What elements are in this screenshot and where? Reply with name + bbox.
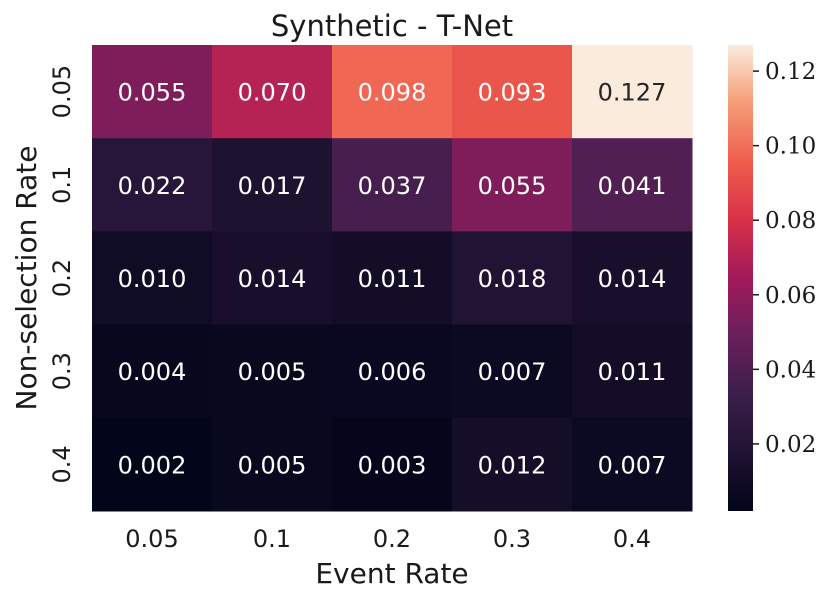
cell-value-label: 0.011 [598, 358, 667, 386]
cell-value-label: 0.055 [118, 79, 187, 107]
cell-value-label: 0.003 [358, 451, 427, 479]
cell-value-label: 0.004 [118, 358, 187, 386]
x-tick-label: 0.2 [373, 525, 411, 553]
y-axis-label: Non-selection Rate [10, 146, 43, 411]
cell-value-label: 0.127 [598, 79, 667, 107]
cell-value-label: 0.037 [358, 172, 427, 200]
cell-value-label: 0.098 [358, 79, 427, 107]
heatmap-cell [332, 138, 453, 232]
colorbar [728, 45, 753, 511]
heatmap-cell [452, 138, 573, 232]
cell-value-label: 0.018 [478, 265, 547, 293]
heatmap-cell [92, 45, 213, 139]
chart-title: Synthetic - T-Net [271, 9, 513, 43]
y-tick-label: 0.4 [48, 445, 76, 483]
colorbar-tick-label: 0.06 [765, 283, 816, 309]
colorbar-tick-label: 0.10 [765, 134, 816, 160]
x-tick-label: 0.3 [493, 525, 531, 553]
heatmap-cells: 0.055 0.070 0.098 0.093 0.127 0.022 0.017 0.037… [92, 45, 693, 512]
x-tick-label: 0.05 [125, 525, 178, 553]
cell-value-label: 0.070 [238, 79, 307, 107]
heatmap-cell [212, 324, 333, 419]
heatmap-cell [572, 231, 693, 326]
cell-value-label: 0.041 [598, 172, 667, 200]
cell-value-label: 0.055 [478, 172, 547, 200]
cell-value-label: 0.005 [238, 358, 307, 386]
colorbar-tick-label: 0.12 [765, 59, 816, 85]
heatmap-cell [92, 324, 213, 419]
y-tick-label: 0.3 [48, 352, 76, 390]
heatmap-cell [452, 417, 573, 512]
y-tick-label: 0.05 [48, 65, 76, 118]
colorbar-tick-label: 0.04 [765, 357, 816, 383]
cell-value-label: 0.006 [358, 358, 427, 386]
heatmap-cell [92, 138, 213, 232]
colorbar-tick-label: 0.02 [765, 432, 816, 458]
heatmap-cell [572, 324, 693, 419]
x-tick-labels: 0.05 0.1 0.2 0.3 0.4 [125, 525, 651, 553]
heatmap-cell [452, 231, 573, 326]
heatmap-cell [92, 417, 213, 512]
y-tick-labels: 0.05 0.1 0.2 0.3 0.4 [48, 65, 76, 484]
x-tick-label: 0.4 [613, 525, 651, 553]
heatmap-cell [212, 231, 333, 326]
heatmap-cell [332, 231, 453, 326]
cell-value-label: 0.002 [118, 451, 187, 479]
cell-value-label: 0.014 [598, 265, 667, 293]
cell-value-label: 0.093 [478, 79, 547, 107]
heatmap-cell [92, 231, 213, 326]
cell-value-label: 0.017 [238, 172, 307, 200]
heatmap-cell [572, 138, 693, 232]
heatmap-cell [332, 45, 453, 139]
heatmap-cell [332, 417, 453, 512]
heatmap-cell [212, 45, 333, 139]
cell-value-label: 0.007 [598, 451, 667, 479]
cell-value-label: 0.007 [478, 358, 547, 386]
cell-value-label: 0.012 [478, 451, 547, 479]
colorbar-ticks: 0.02 0.04 0.06 0.08 0.10 0.12 [753, 59, 816, 458]
cell-value-label: 0.022 [118, 172, 187, 200]
heatmap-cell [452, 324, 573, 419]
cell-value-label: 0.010 [118, 265, 187, 293]
x-tick-label: 0.1 [253, 525, 291, 553]
heatmap-cell [212, 417, 333, 512]
heatmap-cell [452, 45, 573, 139]
y-tick-label: 0.1 [48, 166, 76, 204]
heatmap-cell [332, 324, 453, 419]
cell-value-label: 0.011 [358, 265, 427, 293]
cell-value-label: 0.005 [238, 451, 307, 479]
y-tick-label: 0.2 [48, 259, 76, 297]
cell-value-label: 0.014 [238, 265, 307, 293]
heatmap-cell [212, 138, 333, 232]
heatmap-cell [572, 417, 693, 512]
heatmap-cell [572, 45, 693, 139]
x-axis-label: Event Rate [315, 557, 468, 590]
colorbar-tick-label: 0.08 [765, 208, 816, 234]
